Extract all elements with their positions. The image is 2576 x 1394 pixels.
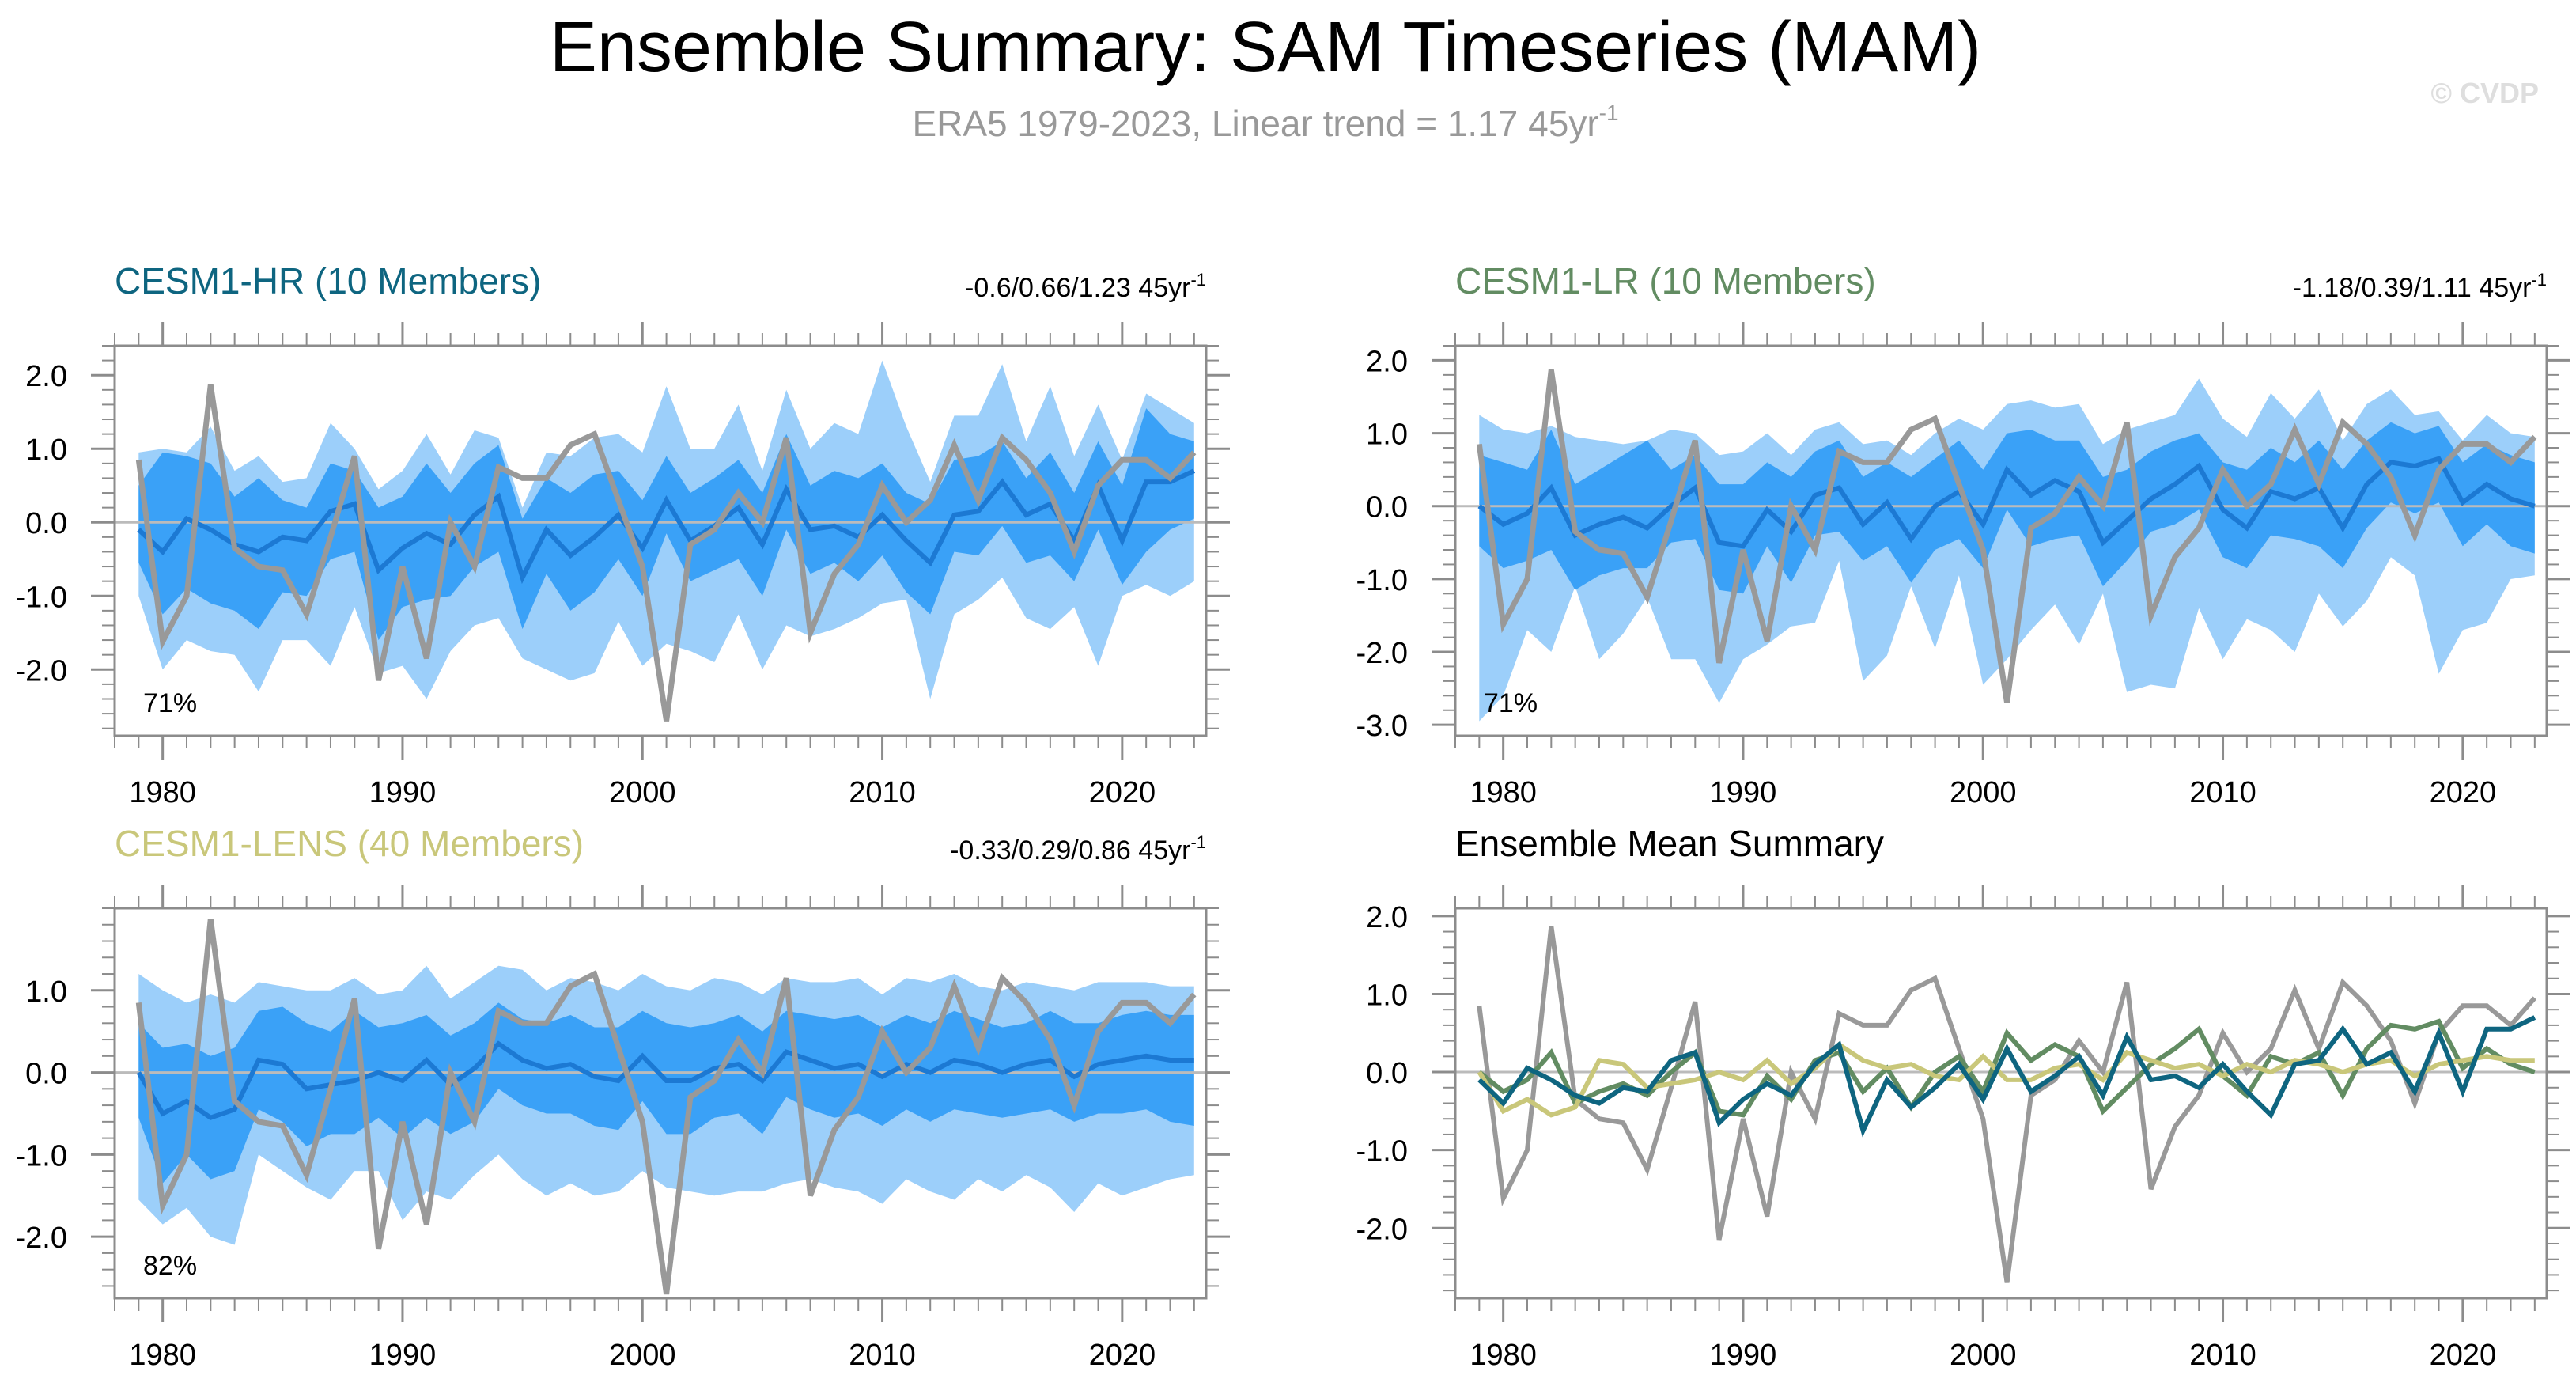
hr-xtick-label: 1990 — [369, 776, 437, 809]
main-title: Ensemble Summary: SAM Timeseries (MAM) — [550, 8, 1981, 87]
summary-observed-line — [1477, 926, 2537, 1283]
hr-ytick-label: -2.0 — [16, 654, 67, 688]
summary-lens-mean-line — [1477, 1041, 2535, 1118]
hr-ytick-label: 0.0 — [25, 507, 67, 540]
summary-lr-mean-line — [1477, 1018, 2536, 1118]
lens-axes: -2.0 -1.0 0.0 1.0 1980 1990 2000 2010 2020 82% CES… — [16, 823, 1230, 1372]
lr-ytick-label: -3.0 — [1356, 710, 1408, 743]
lr-trend-exponent: -1 — [2531, 270, 2547, 290]
lr-xtick-label: 1990 — [1710, 776, 1777, 809]
summary-ytick-label: 1.0 — [1366, 979, 1408, 1012]
summary-axes: -2.0 -1.0 0.0 1.0 2.0 1980 1990 2000 2010 2020 Ens… — [1356, 823, 2570, 1372]
hr-axes: -2.0 -1.0 0.0 1.0 2.0 1980 1990 2000 2010 2020 71%… — [16, 260, 1230, 809]
lr-observed-line — [1476, 369, 2537, 704]
lr-ytick-label: -2.0 — [1356, 637, 1408, 670]
lens-ytick-label: 0.0 — [25, 1058, 67, 1091]
lr-ytick-label: 0.0 — [1366, 491, 1408, 525]
lens-xtick-label: 1990 — [369, 1339, 437, 1372]
subtitle-exponent: -1 — [1599, 100, 1619, 125]
lens-frame — [113, 907, 1208, 1300]
summary-hr-mean-line — [1477, 1015, 2536, 1138]
lr-xtick-label: 2010 — [2189, 776, 2256, 809]
lr-panel-title: CESM1-LR (10 Members) — [1455, 260, 1876, 301]
hr-ensemble-mean-line — [137, 468, 1196, 585]
hr-inner-range-band — [138, 408, 1194, 641]
hr-ytick-label: 2.0 — [25, 360, 67, 393]
lens-xtick-label: 2010 — [849, 1339, 916, 1372]
lr-trend-text: -1.18/0.39/1.11 45yr — [2293, 273, 2532, 303]
hr-trend-exponent: -1 — [1190, 270, 1206, 290]
hr-xtick-label: 2020 — [1089, 776, 1156, 809]
hr-ytick-label: 1.0 — [25, 434, 67, 467]
lr-xtick-label: 2000 — [1950, 776, 2017, 809]
hr-percent-label: 71% — [143, 688, 197, 718]
summary-ytick-label: -2.0 — [1356, 1213, 1408, 1246]
lens-ytick-label: 1.0 — [25, 975, 67, 1009]
lr-axes: -3.0 -2.0 -1.0 0.0 1.0 2.0 1980 1990 2000 2010 202… — [1356, 260, 2570, 809]
lens-xtick-label: 2020 — [1089, 1339, 1156, 1372]
lr-ytick-label: -1.0 — [1356, 564, 1408, 597]
watermark: © CVDP — [2430, 77, 2539, 109]
lr-xtick-label: 1980 — [1470, 776, 1537, 809]
summary-xtick-label: 2010 — [2189, 1339, 2256, 1372]
hr-trend-label: -0.6/0.66/1.23 45yr-1 — [965, 270, 1206, 303]
hr-panel-title: CESM1-HR (10 Members) — [115, 260, 541, 301]
lens-percent-label: 82% — [143, 1251, 197, 1281]
hr-xtick-label: 2000 — [609, 776, 676, 809]
subtitle-text: ERA5 1979-2023, Linear trend = 1.17 45yr — [912, 103, 1598, 144]
hr-frame — [113, 344, 1208, 737]
lens-panel-title: CESM1-LENS (40 Members) — [115, 823, 584, 864]
lens-ytick-label: -2.0 — [16, 1222, 67, 1255]
lr-ytick-label: 1.0 — [1366, 419, 1408, 452]
summary-ytick-label: -1.0 — [1356, 1135, 1408, 1169]
hr-xtick-label: 2010 — [849, 776, 916, 809]
lr-percent-label: 71% — [1484, 688, 1538, 718]
lr-trend-label: -1.18/0.39/1.11 45yr-1 — [2293, 270, 2547, 303]
summary-xtick-label: 2020 — [2430, 1339, 2497, 1372]
summary-xtick-label: 2000 — [1950, 1339, 2017, 1372]
lens-trend-label: -0.33/0.29/0.86 45yr-1 — [950, 832, 1206, 866]
lens-xtick-label: 1980 — [129, 1339, 196, 1372]
lens-ensemble-mean-line — [136, 1040, 1194, 1121]
lr-frame — [1454, 344, 2548, 737]
lr-xtick-label: 2020 — [2430, 776, 2497, 809]
lens-trend-exponent: -1 — [1190, 832, 1206, 852]
summary-xtick-label: 1990 — [1710, 1339, 1777, 1372]
lens-observed-line — [135, 919, 1197, 1295]
subtitle: ERA5 1979-2023, Linear trend = 1.17 45yr… — [912, 100, 1618, 144]
lr-ytick-label: 2.0 — [1366, 345, 1408, 378]
summary-xtick-label: 1980 — [1470, 1339, 1537, 1372]
summary-panel-title: Ensemble Mean Summary — [1455, 823, 1884, 864]
hr-observed-line — [135, 384, 1197, 722]
summary-ytick-label: 2.0 — [1366, 901, 1408, 934]
lens-trend-text: -0.33/0.29/0.86 45yr — [950, 835, 1190, 866]
hr-ytick-label: -1.0 — [16, 581, 67, 614]
hr-xtick-label: 1980 — [129, 776, 196, 809]
lens-xtick-label: 2000 — [609, 1339, 676, 1372]
hr-trend-text: -0.6/0.66/1.23 45yr — [965, 273, 1190, 303]
summary-ytick-label: 0.0 — [1366, 1057, 1408, 1090]
lens-ytick-label: -1.0 — [16, 1139, 67, 1172]
lr-ensemble-mean-line — [1477, 456, 2536, 549]
